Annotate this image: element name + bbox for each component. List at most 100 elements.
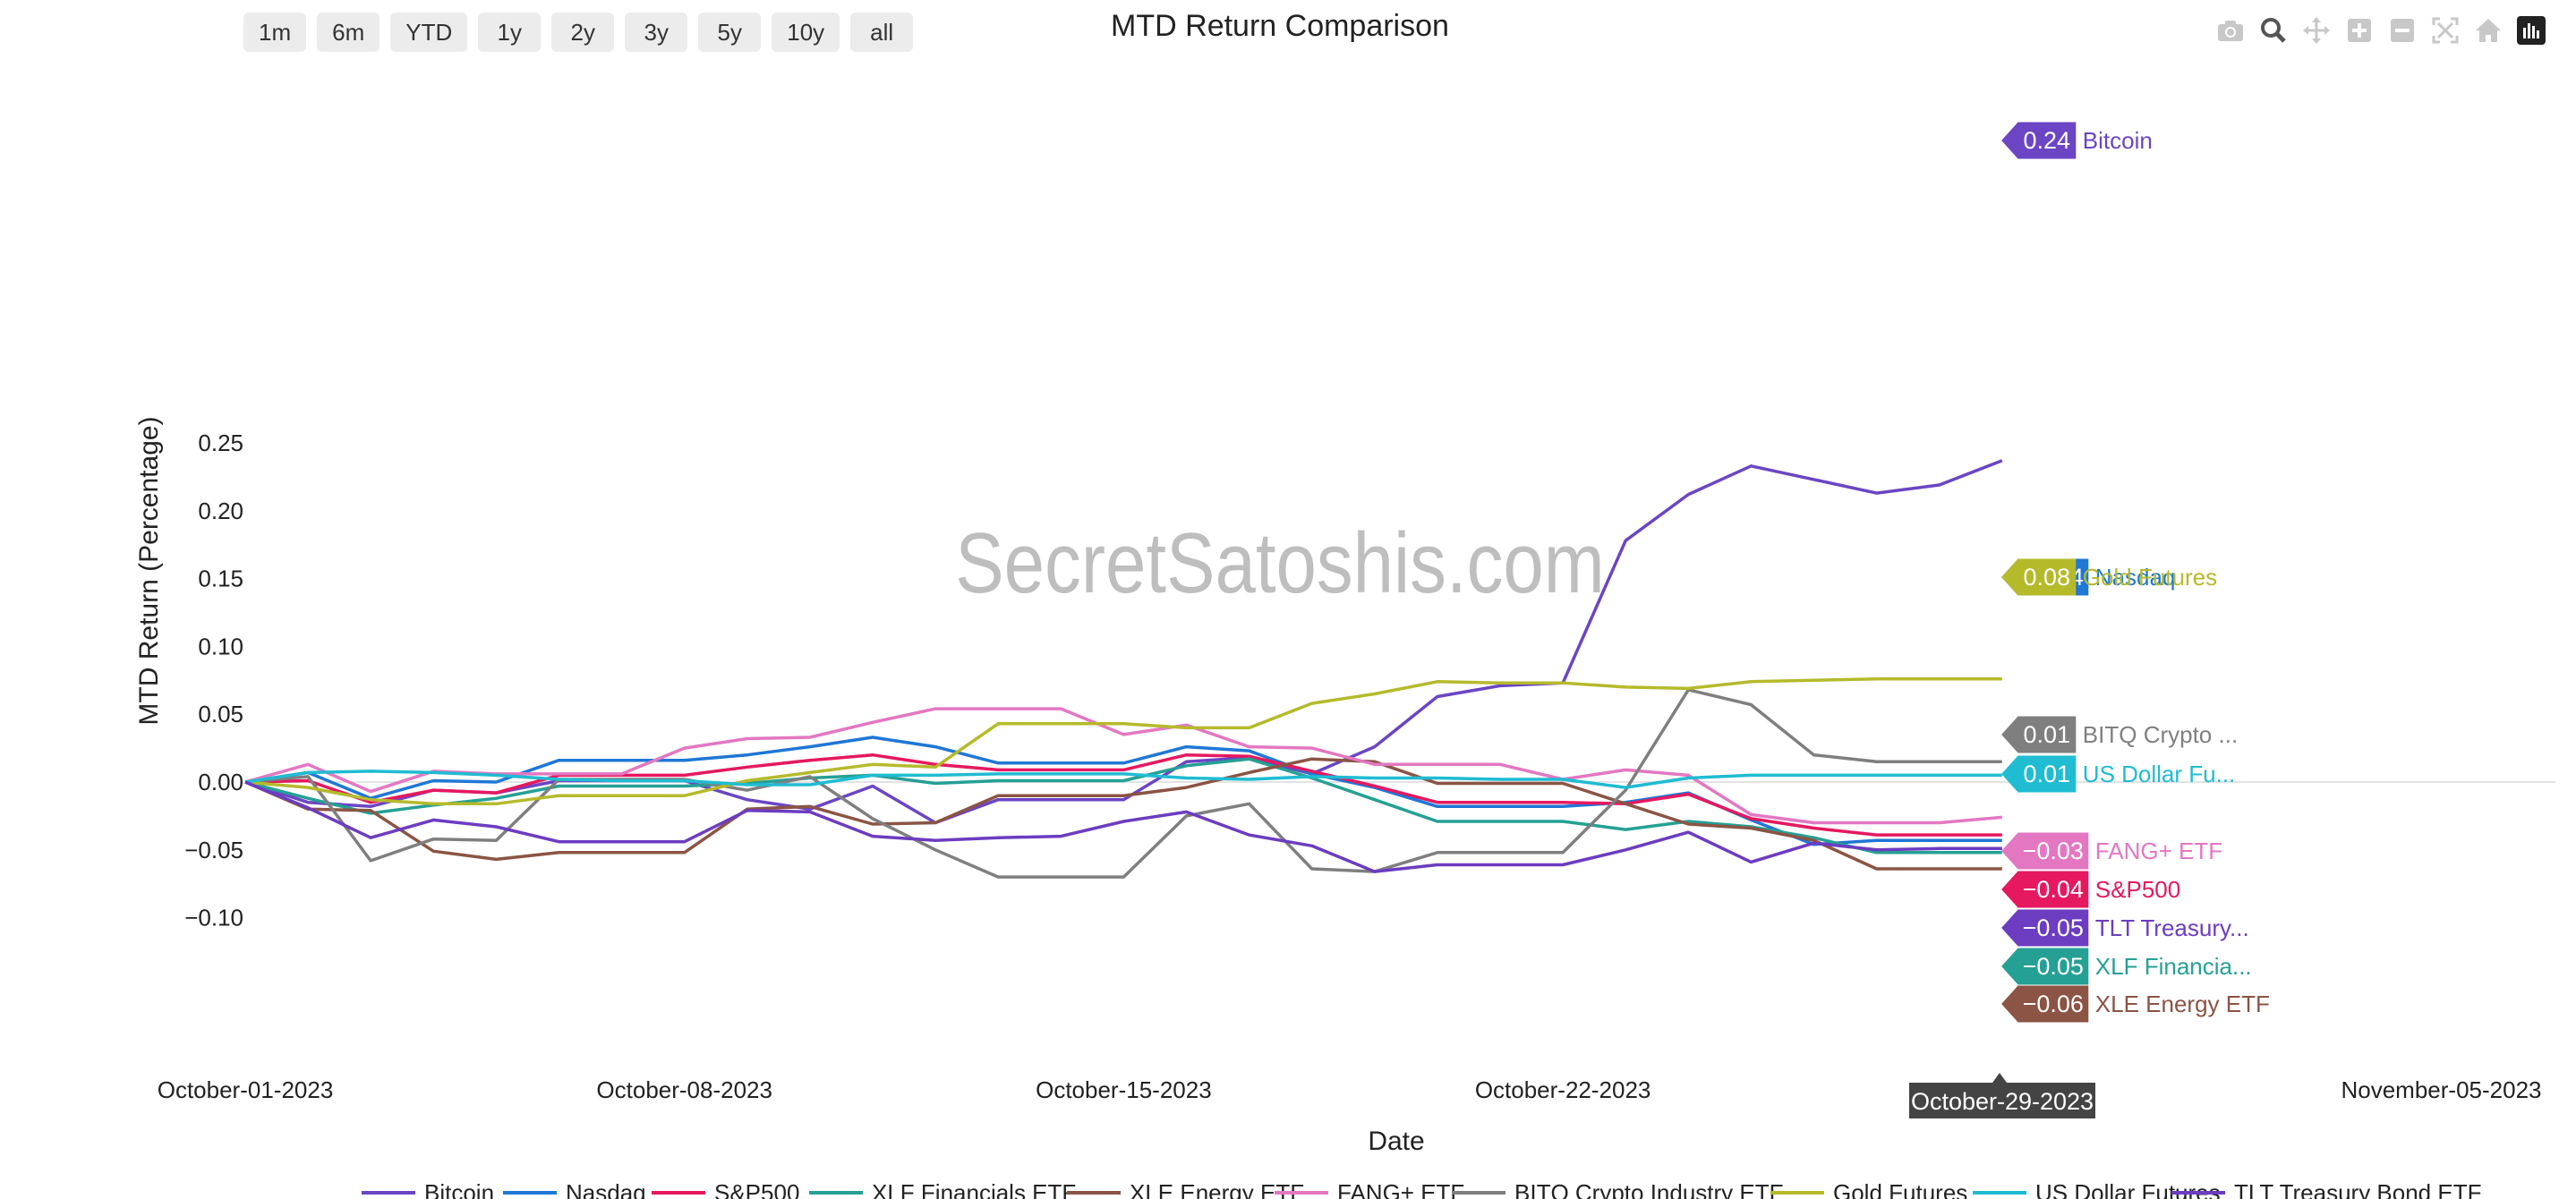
end-label: −0.05 XLF Financia...	[2001, 948, 2252, 985]
legend-label: S&P500	[714, 1179, 799, 1199]
series-line-9	[244, 780, 2002, 873]
end-label-value: −0.06	[2023, 991, 2084, 1017]
autoscale-icon[interactable]	[2431, 16, 2460, 45]
zoom-in-icon[interactable]	[2345, 16, 2374, 45]
legend-item[interactable]: Gold Futures	[1770, 1179, 1967, 1199]
end-label-box	[2001, 909, 2089, 947]
end-label-name: BITQ Crypto ...	[2083, 721, 2238, 748]
y-tick-label: 0.00	[198, 769, 243, 795]
legend-label: TLT Treasury Bond ETF	[2234, 1179, 2481, 1199]
end-label-box	[2001, 985, 2089, 1023]
series-line-2	[244, 753, 2002, 837]
range-button-5y[interactable]: 5y	[698, 13, 762, 52]
end-label: −0.05 TLT Treasury...	[2001, 909, 2249, 947]
range-button-3y[interactable]: 3y	[625, 13, 688, 52]
range-button-6m[interactable]: 6m	[317, 13, 380, 52]
series-line-8	[244, 770, 2002, 789]
modebar	[2216, 16, 2546, 45]
end-label-value: 0.24	[2024, 127, 2071, 154]
legend-item[interactable]: XLE Energy ETF	[1067, 1179, 1304, 1199]
end-label-value: −0.05	[2023, 914, 2084, 941]
end-label-box	[2001, 716, 2077, 753]
range-selector: 1m 6m YTD 1y 2y 3y 5y 10y all	[243, 13, 914, 52]
y-tick-label: 0.20	[198, 497, 243, 524]
range-button-all[interactable]: all	[850, 13, 914, 52]
range-button-ytd[interactable]: YTD	[390, 13, 468, 52]
camera-icon[interactable]	[2216, 16, 2245, 45]
end-label-value: −0.05	[2023, 953, 2084, 980]
legend-label: FANG+ ETF	[1337, 1179, 1464, 1199]
end-label-name: XLE Energy ETF	[2095, 991, 2270, 1017]
end-label-box	[2001, 948, 2089, 985]
y-tick-label: −0.10	[184, 905, 243, 931]
pan-icon[interactable]	[2302, 16, 2331, 45]
legend-label: XLF Financials ETF	[872, 1179, 1076, 1199]
series-line-5	[244, 707, 2002, 825]
y-axis-ticks: 0.25 0.20 0.15 0.10 0.05 0.00 −0.05 −0.10	[184, 429, 243, 931]
x-tick-label: November-05-2023	[2341, 1076, 2541, 1103]
legend-item[interactable]: S&P500	[652, 1179, 799, 1199]
legend-label: Nasdaq	[566, 1179, 646, 1199]
end-label-name: S&P500	[2095, 876, 2180, 903]
y-axis-label: MTD Return (Percentage)	[134, 416, 164, 725]
y-tick-label: 0.05	[198, 701, 243, 727]
y-tick-label: −0.05	[184, 837, 243, 863]
legend-item[interactable]: FANG+ ETF	[1275, 1179, 1464, 1199]
legend-item[interactable]: Nasdaq	[503, 1179, 646, 1199]
x-axis-label: Date	[1368, 1127, 1424, 1156]
range-button-2y[interactable]: 2y	[551, 13, 615, 52]
legend-item[interactable]: BITQ Crypto Industry ETF	[1452, 1179, 1784, 1199]
end-label: 0.08 Gold Futures	[2001, 558, 2217, 596]
end-label-name: Bitcoin	[2083, 127, 2153, 154]
end-label-name: Gold Futures	[2083, 564, 2217, 591]
zoom-out-icon[interactable]	[2388, 16, 2417, 45]
x-tick-label: October-22-2023	[1475, 1076, 1651, 1103]
y-tick-label: 0.25	[198, 429, 243, 456]
hover-date-label: October-29-2023	[1909, 1073, 2095, 1118]
end-label-name: Nasdaq	[2095, 564, 2176, 591]
series-line-3	[244, 757, 2002, 855]
y-tick-label: 0.15	[198, 565, 243, 592]
end-label-name: XLF Financia...	[2095, 953, 2252, 980]
series-line-0	[244, 459, 2003, 825]
end-label: 0.01 BITQ Crypto ...	[2001, 716, 2238, 753]
end-label: −0.06 XLE Energy ETF	[2001, 985, 2270, 1023]
end-label-name: US Dollar Fu...	[2083, 761, 2236, 787]
legend-label: BITQ Crypto Industry ETF	[1514, 1179, 1784, 1199]
end-label-value: 0.01	[2024, 761, 2071, 787]
chart-title: MTD Return Comparison	[1111, 9, 1449, 43]
legend-item[interactable]: XLF Financials ETF	[809, 1179, 1076, 1199]
legend-item[interactable]: TLT Treasury Bond ETF	[2171, 1179, 2481, 1199]
legend-label: XLE Energy ETF	[1130, 1179, 1304, 1199]
plotly-logo-icon[interactable]	[2517, 16, 2546, 45]
end-label: −0.03 FANG+ ETF	[2001, 832, 2222, 870]
end-label-box	[2001, 558, 2077, 596]
range-button-10y[interactable]: 10y	[772, 13, 840, 52]
end-label-box	[2001, 755, 2077, 793]
range-button-1m[interactable]: 1m	[243, 13, 307, 52]
series-line-7	[244, 677, 2002, 806]
legend-label: Gold Futures	[1833, 1179, 1967, 1199]
end-label: −0.04 S&P500	[2001, 871, 2180, 908]
hover-date-text: October-29-2023	[1911, 1088, 2094, 1115]
watermark: SecretSatoshis.com	[955, 514, 1605, 611]
end-label-value: 0.01	[2024, 721, 2071, 748]
x-tick-label: October-01-2023	[158, 1076, 334, 1103]
x-tick-label: October-15-2023	[1036, 1076, 1212, 1103]
series-line-6	[244, 688, 2002, 879]
range-button-1y[interactable]: 1y	[478, 13, 542, 52]
legend-label: Bitcoin	[424, 1179, 494, 1199]
y-tick-label: 0.10	[198, 633, 243, 659]
legend-label: US Dollar Futures	[2035, 1179, 2221, 1199]
x-tick-label: October-08-2023	[596, 1076, 772, 1103]
zoom-icon[interactable]	[2259, 16, 2288, 45]
legend-item[interactable]: US Dollar Futures	[1973, 1179, 2221, 1199]
end-label-value: 0.08	[2024, 564, 2071, 591]
end-labels: 0.24 Bitcoin −0.04 Nasdaq −0.04 S&P500 −0.05 XL…	[2001, 122, 2270, 1023]
end-label-box	[2001, 832, 2089, 870]
x-axis-ticks: October-01-2023 October-08-2023 October-15…	[158, 1076, 2542, 1103]
end-label-box	[2001, 122, 2077, 159]
legend-item[interactable]: Bitcoin	[362, 1179, 494, 1199]
reset-axes-icon[interactable]	[2474, 16, 2503, 45]
